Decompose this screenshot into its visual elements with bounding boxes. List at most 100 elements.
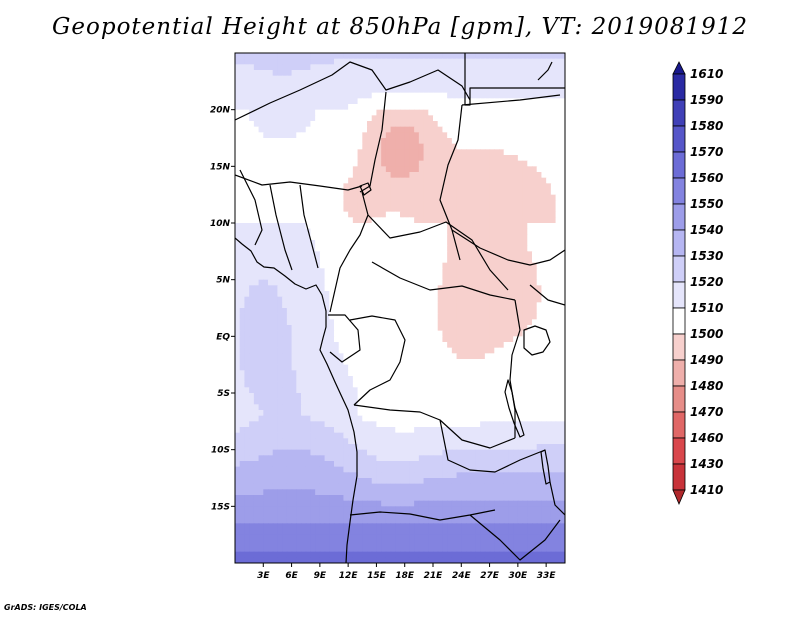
field-cell — [291, 92, 297, 99]
field-cell — [376, 211, 382, 218]
field-cell — [329, 432, 335, 439]
field-cell — [489, 240, 495, 247]
field-cell — [338, 279, 345, 286]
field-cell — [541, 421, 547, 428]
field-cell — [517, 359, 524, 366]
field-cell — [395, 257, 401, 264]
field-cell — [385, 160, 392, 167]
field-cell — [423, 393, 429, 400]
field-cell — [352, 353, 359, 360]
field-cell — [235, 279, 241, 286]
field-cell — [522, 376, 528, 383]
field-cell — [277, 217, 283, 224]
field-cell — [532, 330, 538, 337]
field-cell — [484, 387, 491, 394]
field-cell — [348, 75, 354, 82]
field-cell — [470, 336, 477, 343]
field-cell — [357, 228, 363, 235]
field-cell — [296, 421, 302, 428]
field-cell — [385, 58, 392, 65]
field-cell — [433, 183, 439, 190]
field-cell — [546, 58, 552, 65]
field-cell — [423, 325, 429, 332]
field-cell — [517, 87, 524, 94]
field-cell — [319, 166, 326, 173]
field-cell — [414, 415, 420, 422]
field-cell — [334, 364, 340, 371]
field-cell — [343, 427, 349, 434]
field-cell — [324, 438, 330, 445]
field-cell — [437, 308, 444, 315]
field-cell — [560, 262, 565, 269]
field-cell — [310, 381, 316, 388]
field-cell — [400, 381, 406, 388]
field-cell — [470, 370, 477, 377]
field-cell — [249, 330, 255, 337]
field-cell — [319, 410, 326, 417]
field-cell — [395, 415, 401, 422]
field-cell — [329, 279, 335, 286]
field-cell — [451, 302, 458, 309]
field-cell — [334, 109, 340, 116]
field-cell — [414, 410, 420, 417]
field-cell — [494, 415, 500, 422]
field-cell — [480, 240, 486, 247]
field-cell — [367, 138, 373, 145]
field-cell — [357, 359, 363, 366]
field-cell — [329, 64, 335, 71]
field-cell — [301, 234, 307, 241]
field-cell — [296, 223, 302, 230]
field-cell — [334, 268, 340, 275]
field-cell — [334, 353, 340, 360]
field-cell — [536, 313, 543, 320]
field-cell — [428, 138, 434, 145]
field-cell — [385, 234, 392, 241]
field-cell — [428, 257, 434, 264]
field-cell — [258, 183, 264, 190]
field-cell — [376, 155, 382, 162]
field-cell — [451, 257, 458, 264]
field-cell — [371, 75, 378, 82]
field-cell — [456, 53, 462, 60]
field-cell — [447, 53, 453, 60]
field-cell — [447, 268, 453, 275]
field-cell — [499, 319, 505, 326]
field-cell — [494, 364, 500, 371]
field-cell — [249, 274, 255, 281]
field-cell — [272, 228, 279, 235]
field-cell — [550, 302, 557, 309]
field-cell — [277, 325, 283, 332]
field-cell — [484, 421, 491, 428]
field-cell — [235, 404, 241, 411]
field-cell — [461, 381, 467, 388]
chart-title: Geopotential Height at 850hPa [gpm], VT:… — [52, 14, 748, 40]
field-cell — [235, 70, 241, 77]
field-cell — [517, 432, 524, 439]
field-cell — [324, 149, 330, 156]
field-cell — [352, 70, 359, 77]
field-cell — [541, 87, 547, 94]
field-cell — [395, 404, 401, 411]
field-cell — [367, 172, 373, 179]
field-cell — [442, 251, 448, 258]
field-cell — [263, 455, 269, 462]
field-cell — [258, 398, 264, 405]
field-cell — [466, 126, 472, 133]
field-cell — [282, 444, 288, 451]
field-cell — [338, 53, 345, 60]
field-cell — [461, 206, 467, 213]
field-cell — [277, 410, 283, 417]
field-cell — [499, 217, 505, 224]
field-cell — [305, 404, 312, 411]
field-cell — [451, 126, 458, 133]
field-cell — [296, 279, 302, 286]
field-cell — [541, 370, 547, 377]
field-cell — [367, 257, 373, 264]
field-cell — [291, 313, 297, 320]
field-cell — [456, 393, 462, 400]
field-cell — [560, 364, 565, 371]
field-cell — [244, 228, 250, 235]
field-cell — [385, 211, 392, 218]
field-cell — [249, 308, 255, 315]
field-cell — [235, 376, 241, 383]
